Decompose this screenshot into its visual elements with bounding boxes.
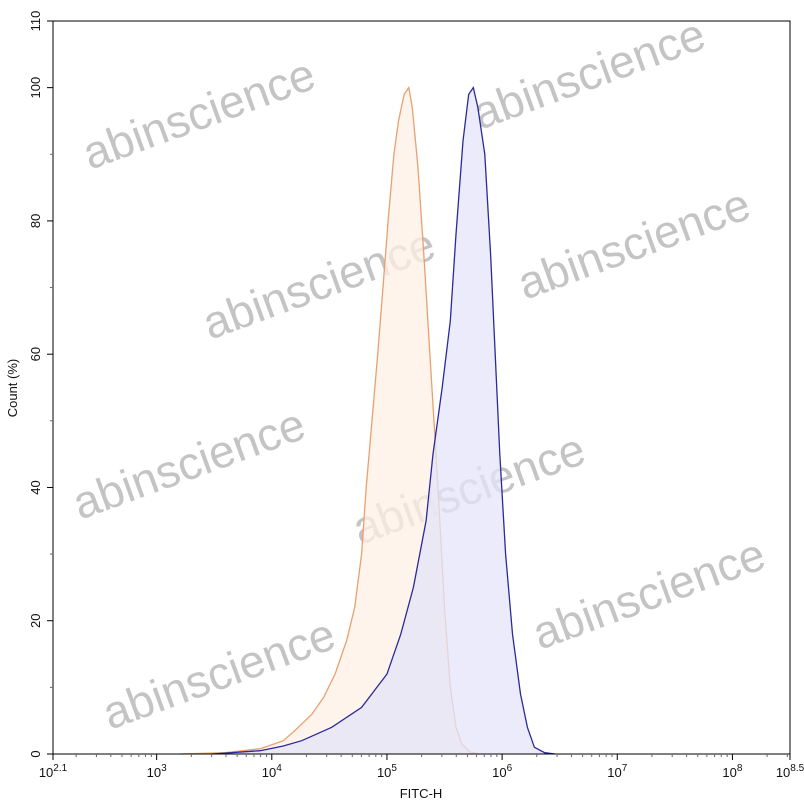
y-tick-label: 80: [28, 214, 43, 228]
x-tick-label: 108: [722, 763, 742, 780]
y-tick-label: 40: [28, 480, 43, 494]
y-tick-label: 60: [28, 347, 43, 361]
y-tick-label: 20: [28, 613, 43, 627]
x-tick-label: 103: [147, 763, 167, 780]
watermark-text: abinscience: [66, 397, 312, 529]
x-tick-label: 102.1: [39, 763, 68, 780]
y-axis-label: Count (%): [5, 359, 20, 418]
watermark-text: abinscience: [76, 47, 322, 179]
watermark-text: abinscience: [466, 7, 712, 139]
series-2-line: [211, 86, 556, 755]
axes: 102.1 103 104 105 106 107 108 108.5 0 20 40 60 80 100…: [28, 11, 804, 780]
y-tick-label: 100: [28, 77, 43, 99]
watermark-text: abinscience: [96, 607, 342, 739]
x-tick-label: 105: [377, 763, 397, 780]
x-axis-label: FITC-H: [400, 786, 443, 801]
watermark-text: abinscience: [511, 177, 757, 309]
x-tick-label: 108.5: [776, 763, 804, 780]
y-tick-label: 110: [28, 11, 43, 32]
x-tick-label: 107: [607, 763, 627, 780]
watermark-text: abinscience: [526, 527, 772, 659]
series-layer: [179, 85, 556, 755]
x-tick-label: 106: [492, 763, 512, 780]
series-1-fill: [179, 87, 480, 755]
series-2-fill: [211, 87, 556, 755]
y-tick-label: 0: [28, 750, 43, 757]
x-tick-label: 104: [262, 763, 282, 780]
